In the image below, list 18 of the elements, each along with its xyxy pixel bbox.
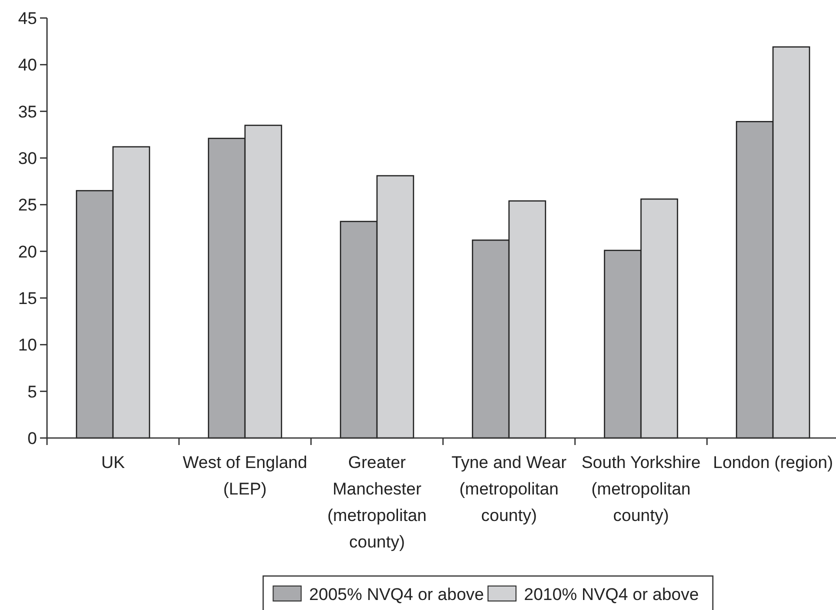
y-tick-label: 35 — [18, 102, 37, 122]
y-tick-label: 20 — [18, 242, 37, 262]
y-tick-label: 25 — [18, 196, 37, 215]
legend-label: 2010% NVQ4 or above — [524, 584, 699, 604]
x-tick-label: Greater Manchester (metropolitan county) — [327, 453, 427, 552]
x-tick-label: West of England (LEP) — [182, 453, 308, 498]
legend-label: 2005% NVQ4 or above — [309, 584, 484, 604]
y-tick-label: 45 — [18, 8, 37, 28]
y-tick-label: 30 — [18, 148, 37, 168]
y-tick-label: 10 — [18, 336, 37, 355]
x-tick-label: UK — [101, 453, 126, 472]
x-tick-label: London (region) — [712, 453, 834, 472]
y-tick-label: 5 — [28, 382, 37, 402]
y-tick-label: 15 — [18, 288, 37, 308]
y-tick-label: 0 — [28, 428, 37, 448]
y-tick-label: 40 — [18, 56, 37, 75]
x-tick-label: Tyne and Wear (metropolitan county) — [452, 453, 567, 525]
x-tick-label: South Yorkshire (metropolitan county) — [581, 453, 701, 525]
